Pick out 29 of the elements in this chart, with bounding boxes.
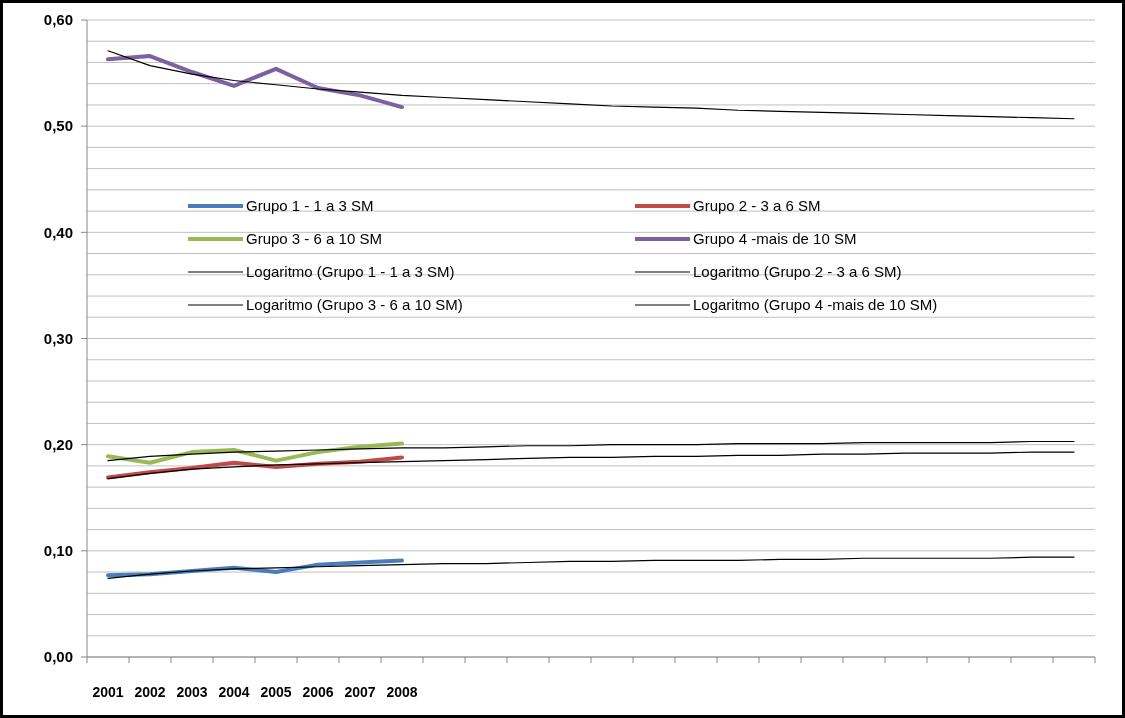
- line-series: [107, 50, 1075, 120]
- x-tick-label: 2001: [92, 684, 124, 700]
- x-tick-label: 2008: [386, 684, 418, 700]
- y-tick-label: 0,30: [43, 329, 73, 347]
- y-tick-label: 0,50: [43, 117, 73, 135]
- line-series: [107, 451, 1075, 480]
- x-tick-label: 2002: [134, 684, 166, 700]
- line-series: [106, 441, 404, 465]
- legend-label: Grupo 1 - 1 a 3 SM: [246, 197, 374, 215]
- x-tick-label: 2006: [302, 684, 334, 700]
- x-tick-label: 2004: [218, 684, 250, 700]
- y-tick-label: 0,60: [43, 11, 73, 29]
- x-tick-label: 2003: [176, 684, 208, 700]
- legend-label: Logaritmo (Grupo 3 - 6 a 10 SM): [246, 296, 463, 314]
- legend-label: Logaritmo (Grupo 2 - 3 a 6 SM): [693, 263, 902, 281]
- y-tick-label: 0,40: [43, 223, 73, 241]
- y-tick-label: 0,20: [43, 435, 73, 453]
- line-series: [107, 556, 1075, 580]
- x-tick-label: 2005: [260, 684, 292, 700]
- line-series: [107, 440, 1075, 462]
- y-tick-label: 0,00: [43, 648, 73, 666]
- y-tick-label: 0,10: [43, 542, 73, 560]
- legend-label: Grupo 3 - 6 a 10 SM: [246, 230, 382, 248]
- legend-label: Grupo 2 - 3 a 6 SM: [693, 197, 821, 215]
- line-series: [106, 54, 404, 110]
- legend-label: Logaritmo (Grupo 4 -mais de 10 SM): [693, 296, 938, 314]
- x-tick-label: 2007: [344, 684, 376, 700]
- legend-label: Grupo 4 -mais de 10 SM: [693, 230, 857, 248]
- legend-label: Logaritmo (Grupo 1 - 1 a 3 SM): [246, 263, 455, 281]
